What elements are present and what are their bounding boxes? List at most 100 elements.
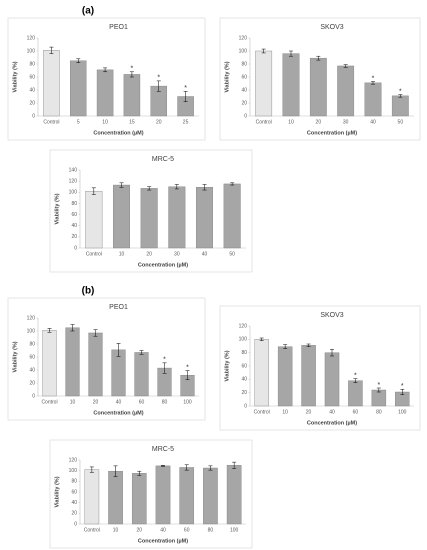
y-tick-label: 40 xyxy=(241,377,247,383)
significance-marker: * xyxy=(401,383,404,390)
bar xyxy=(364,82,382,117)
x-tick-label: 60 xyxy=(139,399,145,405)
bar xyxy=(42,330,57,397)
x-tick-label: 30 xyxy=(343,119,349,125)
y-tick-label: 0 xyxy=(32,393,35,399)
x-axis-label: Concentration (µM) xyxy=(307,130,357,136)
bar xyxy=(131,473,147,525)
bar xyxy=(112,184,130,249)
x-tick-label: Control xyxy=(84,527,100,533)
x-tick-label: 20 xyxy=(156,119,162,125)
bar xyxy=(43,50,60,117)
y-tick-label: 80 xyxy=(29,341,35,347)
x-tick-label: 40 xyxy=(329,409,335,415)
y-tick-label: 20 xyxy=(241,100,247,106)
y-tick-label: 100 xyxy=(239,48,248,54)
x-tick-label: 60 xyxy=(184,527,190,533)
y-tick-label: 20 xyxy=(29,100,35,106)
y-tick-label: 100 xyxy=(69,190,78,196)
y-tick-label: 60 xyxy=(29,74,35,80)
significance-marker: * xyxy=(372,75,375,82)
x-tick-label: 20 xyxy=(316,119,322,125)
y-tick-label: 40 xyxy=(241,87,247,93)
x-tick-label: Control xyxy=(256,119,272,125)
bar xyxy=(203,467,218,525)
y-tick-label: 120 xyxy=(27,315,36,321)
bar xyxy=(179,467,195,525)
x-tick-label: 80 xyxy=(162,399,168,405)
y-tick-label: 120 xyxy=(239,35,248,41)
x-tick-label: Control xyxy=(86,251,102,257)
x-tick-label: 10 xyxy=(288,119,294,125)
x-tick-label: 80 xyxy=(376,409,382,415)
y-tick-label: 0 xyxy=(74,521,77,527)
x-tick-label: 40 xyxy=(160,527,166,533)
bar xyxy=(168,186,186,249)
y-tick-label: 0 xyxy=(74,245,77,251)
y-tick-label: 60 xyxy=(241,74,247,80)
significance-marker: * xyxy=(399,88,402,95)
x-axis-label: Concentration (µM) xyxy=(307,420,357,426)
bar xyxy=(223,183,241,249)
bar xyxy=(85,190,103,249)
y-tick-label: 80 xyxy=(241,61,247,67)
bar xyxy=(96,69,114,117)
bar xyxy=(134,352,149,397)
chart-title: SKOV3 xyxy=(320,312,343,319)
y-tick-label: 120 xyxy=(69,178,78,184)
x-tick-label: 20 xyxy=(137,527,143,533)
y-tick-label: 0 xyxy=(244,403,247,409)
chart-frame xyxy=(219,17,421,141)
y-tick-label: 120 xyxy=(69,457,78,463)
significance-marker: * xyxy=(186,364,189,371)
significance-marker: * xyxy=(163,357,166,364)
x-tick-label: 60 xyxy=(353,409,359,415)
x-tick-label: 80 xyxy=(208,527,214,533)
y-tick-label: 120 xyxy=(239,323,248,329)
bar xyxy=(140,188,158,249)
panel-label: (a) xyxy=(82,6,94,17)
bar xyxy=(111,349,126,397)
bar xyxy=(255,50,273,117)
y-tick-label: 40 xyxy=(71,500,77,506)
chart-title: PEO1 xyxy=(109,24,128,31)
bar xyxy=(348,380,363,407)
y-tick-label: 20 xyxy=(71,234,77,240)
x-axis-label: Concentration (µM) xyxy=(138,538,188,544)
y-tick-label: 100 xyxy=(239,337,248,343)
significance-marker: * xyxy=(131,66,134,73)
x-tick-label: 20 xyxy=(306,409,312,415)
chart-frame xyxy=(219,305,421,431)
y-tick-label: 100 xyxy=(27,328,36,334)
chart-frame xyxy=(49,149,253,273)
y-tick-label: 80 xyxy=(71,479,77,485)
significance-marker: * xyxy=(184,85,187,92)
y-axis-label: Viability (%) xyxy=(54,193,60,224)
x-tick-label: Control xyxy=(41,399,57,405)
significance-marker: * xyxy=(377,382,380,389)
y-axis-label: Viability (%) xyxy=(224,350,230,381)
x-tick-label: 40 xyxy=(202,251,208,257)
y-tick-label: 60 xyxy=(71,212,77,218)
y-tick-label: 0 xyxy=(32,113,35,119)
x-tick-label: 10 xyxy=(102,119,108,125)
x-tick-label: 10 xyxy=(113,527,119,533)
y-axis-label: Viability (%) xyxy=(224,61,230,92)
bar xyxy=(226,465,242,525)
y-tick-label: 80 xyxy=(241,350,247,356)
x-tick-label: Control xyxy=(43,119,59,125)
y-tick-label: 0 xyxy=(244,113,247,119)
bar xyxy=(371,389,387,407)
chart-title: MRC-5 xyxy=(152,156,174,163)
bar xyxy=(254,339,269,407)
chart-title: PEO1 xyxy=(109,304,128,311)
significance-marker: * xyxy=(157,75,160,82)
x-tick-label: 10 xyxy=(70,399,76,405)
x-tick-label: 40 xyxy=(370,119,376,125)
x-axis-label: Concentration (µM) xyxy=(93,410,143,416)
y-tick-label: 20 xyxy=(29,380,35,386)
x-tick-label: 10 xyxy=(282,409,288,415)
x-tick-label: 25 xyxy=(183,119,189,125)
y-tick-label: 60 xyxy=(241,363,247,369)
x-axis-label: Concentration (µM) xyxy=(93,130,143,136)
